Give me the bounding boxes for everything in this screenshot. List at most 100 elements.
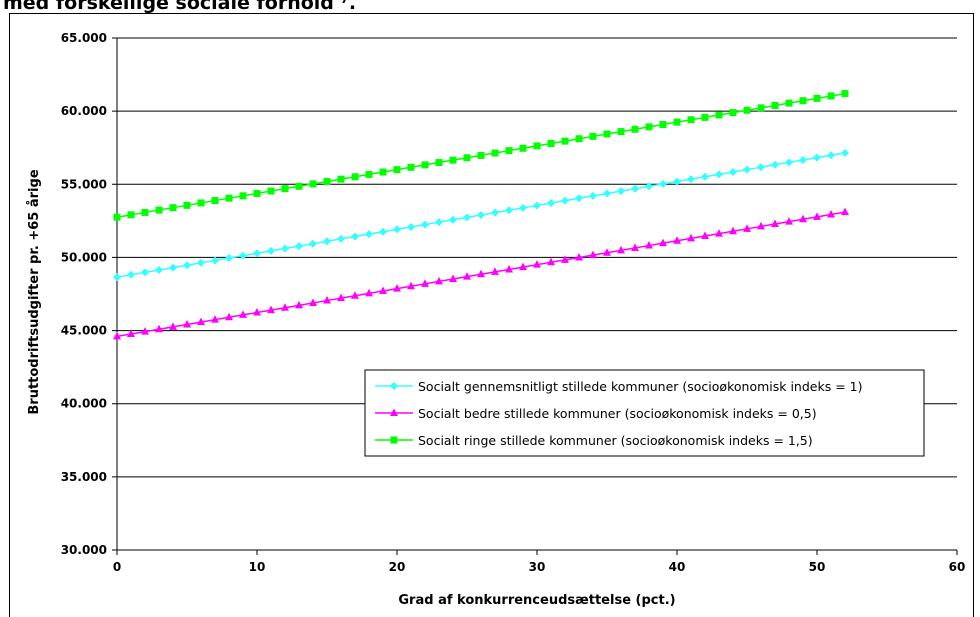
- data-point-triangle: [575, 253, 583, 261]
- data-point-diamond: [351, 232, 359, 241]
- data-point-diamond: [225, 254, 233, 263]
- data-point-diamond: [603, 189, 611, 198]
- data-point-square: [659, 120, 667, 128]
- series-diamond: [113, 148, 849, 282]
- data-point-square: [211, 197, 219, 205]
- x-tick-label: 60: [949, 560, 966, 574]
- y-tick-label: 35.000: [61, 470, 107, 484]
- data-point-square: [183, 201, 191, 209]
- data-point-triangle: [463, 272, 471, 280]
- data-point-square: [323, 178, 331, 186]
- data-point-diamond: [169, 263, 177, 272]
- data-point-triangle: [379, 286, 387, 294]
- data-point-square: [393, 166, 401, 174]
- data-point-diamond: [407, 222, 415, 231]
- data-point-triangle: [393, 284, 401, 292]
- data-point-diamond: [799, 156, 807, 165]
- data-point-triangle: [827, 209, 835, 218]
- data-point-triangle: [589, 250, 597, 259]
- data-point-diamond: [309, 239, 317, 248]
- data-point-triangle: [673, 236, 681, 244]
- data-point-diamond: [547, 199, 555, 208]
- data-point-square: [645, 123, 653, 131]
- data-point-square: [407, 163, 415, 171]
- data-point-triangle: [113, 331, 121, 340]
- data-point-triangle: [547, 257, 555, 266]
- data-point-diamond: [463, 213, 471, 222]
- data-point-square: [785, 99, 793, 107]
- data-point-square: [281, 185, 289, 193]
- data-point-diamond: [589, 191, 597, 200]
- data-point-diamond: [390, 382, 398, 390]
- data-point-triangle: [519, 262, 527, 271]
- data-point-triangle: [799, 214, 807, 223]
- data-point-square: [589, 132, 597, 140]
- data-point-triangle: [491, 267, 499, 275]
- data-point-triangle: [729, 226, 737, 235]
- data-point-diamond: [253, 249, 261, 258]
- data-point-triangle: [155, 324, 163, 333]
- data-point-square: [197, 199, 205, 207]
- data-point-square: [267, 187, 275, 195]
- data-point-diamond: [813, 153, 821, 162]
- legend-entry: Socialt ringe stillede kommuner (socioøk…: [375, 433, 813, 448]
- y-tick-label: 40.000: [61, 397, 107, 411]
- data-point-square: [841, 90, 849, 98]
- data-point-diamond: [827, 151, 835, 160]
- data-point-square: [687, 116, 695, 124]
- data-point-square: [771, 101, 779, 109]
- data-point-triangle: [211, 315, 219, 323]
- legend-label: Socialt gennemsnitligt stillede kommuner…: [418, 379, 862, 394]
- data-point-diamond: [393, 225, 401, 234]
- data-point-triangle: [603, 248, 611, 256]
- data-point-triangle: [631, 243, 639, 251]
- y-tick-label: 60.000: [61, 104, 107, 118]
- series-group: [113, 90, 849, 340]
- data-point-square: [827, 92, 835, 100]
- data-point-triangle: [281, 303, 289, 311]
- x-axis-label: Grad af konkurrenceudsættelse (pct.): [398, 593, 675, 608]
- data-point-triangle: [253, 308, 261, 316]
- x-tick-labels: 0 10 20 30 40 50 60: [113, 550, 966, 574]
- data-point-square: [673, 118, 681, 126]
- data-point-square: [813, 94, 821, 102]
- data-point-diamond: [239, 251, 247, 260]
- data-point-square: [547, 140, 555, 148]
- x-tick-label: 30: [529, 560, 546, 574]
- data-point-square: [729, 109, 737, 117]
- data-point-square: [505, 147, 513, 155]
- data-point-square: [561, 137, 569, 145]
- data-point-diamond: [435, 218, 443, 227]
- data-point-triangle: [841, 207, 849, 216]
- series-square: [113, 90, 849, 221]
- data-point-diamond: [771, 160, 779, 169]
- data-point-diamond: [365, 230, 373, 239]
- data-point-diamond: [575, 194, 583, 203]
- data-point-diamond: [659, 179, 667, 188]
- data-point-diamond: [379, 227, 387, 236]
- data-point-diamond: [421, 220, 429, 229]
- y-axis-label: Bruttodriftsudgifter pr. +65 årige: [27, 169, 42, 414]
- data-point-triangle: [813, 212, 821, 220]
- data-point-square: [631, 125, 639, 133]
- data-point-triangle: [477, 269, 485, 278]
- data-point-triangle: [421, 279, 429, 287]
- data-point-square: [477, 151, 485, 159]
- data-point-square: [617, 128, 625, 136]
- data-point-diamond: [281, 244, 289, 253]
- data-point-triangle: [715, 229, 723, 237]
- data-point-square: [757, 104, 765, 112]
- x-tick-label: 50: [809, 560, 826, 574]
- data-point-diamond: [505, 206, 513, 215]
- data-point-square: [379, 168, 387, 176]
- x-tick-label: 20: [389, 560, 406, 574]
- data-point-triangle: [323, 296, 331, 304]
- data-point-triangle: [617, 245, 625, 254]
- data-point-diamond: [841, 148, 849, 157]
- data-point-triangle: [785, 217, 793, 225]
- data-point-diamond: [729, 167, 737, 176]
- data-point-square: [155, 206, 163, 214]
- data-point-square: [701, 113, 709, 121]
- data-point-triangle: [351, 291, 359, 299]
